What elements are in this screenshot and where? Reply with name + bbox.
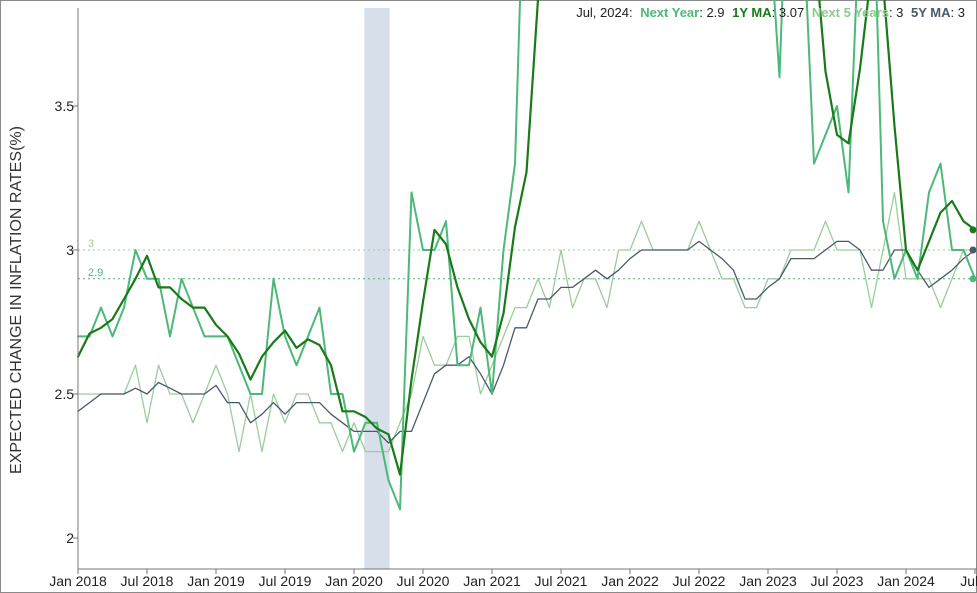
- y-tick-label: 3: [66, 242, 74, 258]
- reference-line-label: 2.9: [88, 267, 103, 279]
- x-tick-label: Jan 2018: [49, 573, 107, 589]
- x-tick-label: Jan 2024: [877, 573, 935, 589]
- header-ma1-value: 3.07: [779, 5, 804, 20]
- x-tick-label: Jul 2022: [673, 573, 726, 589]
- x-tick-label: Jan 2023: [739, 573, 797, 589]
- y-tick-label: 2: [66, 530, 74, 546]
- x-tick-label: Jul 2023: [811, 573, 864, 589]
- header-date: Jul, 2024:: [576, 5, 632, 20]
- x-tick-label: Jan 2022: [601, 573, 659, 589]
- end-marker-next-year: [969, 275, 977, 283]
- x-tick-label: Jul 2019: [259, 573, 312, 589]
- x-tick-label: Jan 2019: [187, 573, 245, 589]
- x-tick-label: Jan 2020: [325, 573, 383, 589]
- series-line-next-year: [77, 0, 976, 511]
- series-line-next-5-years: [77, 191, 976, 453]
- header-next-year-label: Next Year: [640, 5, 699, 20]
- x-tick-label: Jul 2021: [535, 573, 588, 589]
- header-next5-label: Next 5 Years: [812, 5, 889, 20]
- header-next5-value: 3: [896, 5, 903, 20]
- series-line-5y-ma: [77, 240, 976, 444]
- chart-header: Jul, 2024: Next Year: 2.9 1Y MA: 3.07 Ne…: [576, 5, 965, 20]
- series-line-1y-ma: [76, 0, 977, 476]
- y-axis-label: EXPECTED CHANGE IN INFLATION RATES(%): [8, 126, 25, 474]
- x-tick-label: Jul 2018: [121, 573, 174, 589]
- x-tick-label: Jan 2021: [463, 573, 521, 589]
- end-marker-1y-ma: [969, 226, 977, 234]
- y-tick-label: 3.5: [55, 98, 75, 114]
- recession-band: [364, 8, 390, 569]
- header-ma1-label: 1Y MA: [732, 5, 772, 20]
- x-tick-label: Jul 2020: [397, 573, 450, 589]
- y-tick-label: 2.5: [55, 386, 75, 402]
- x-tick-label: Jul 2: [960, 573, 977, 589]
- header-ma5-value: 3: [958, 5, 965, 20]
- reference-line-label: 3: [88, 238, 94, 250]
- end-marker-5y-ma: [969, 246, 977, 254]
- header-next-year-value: 2.9: [706, 5, 724, 20]
- header-ma5-label: 5Y MA: [911, 5, 951, 20]
